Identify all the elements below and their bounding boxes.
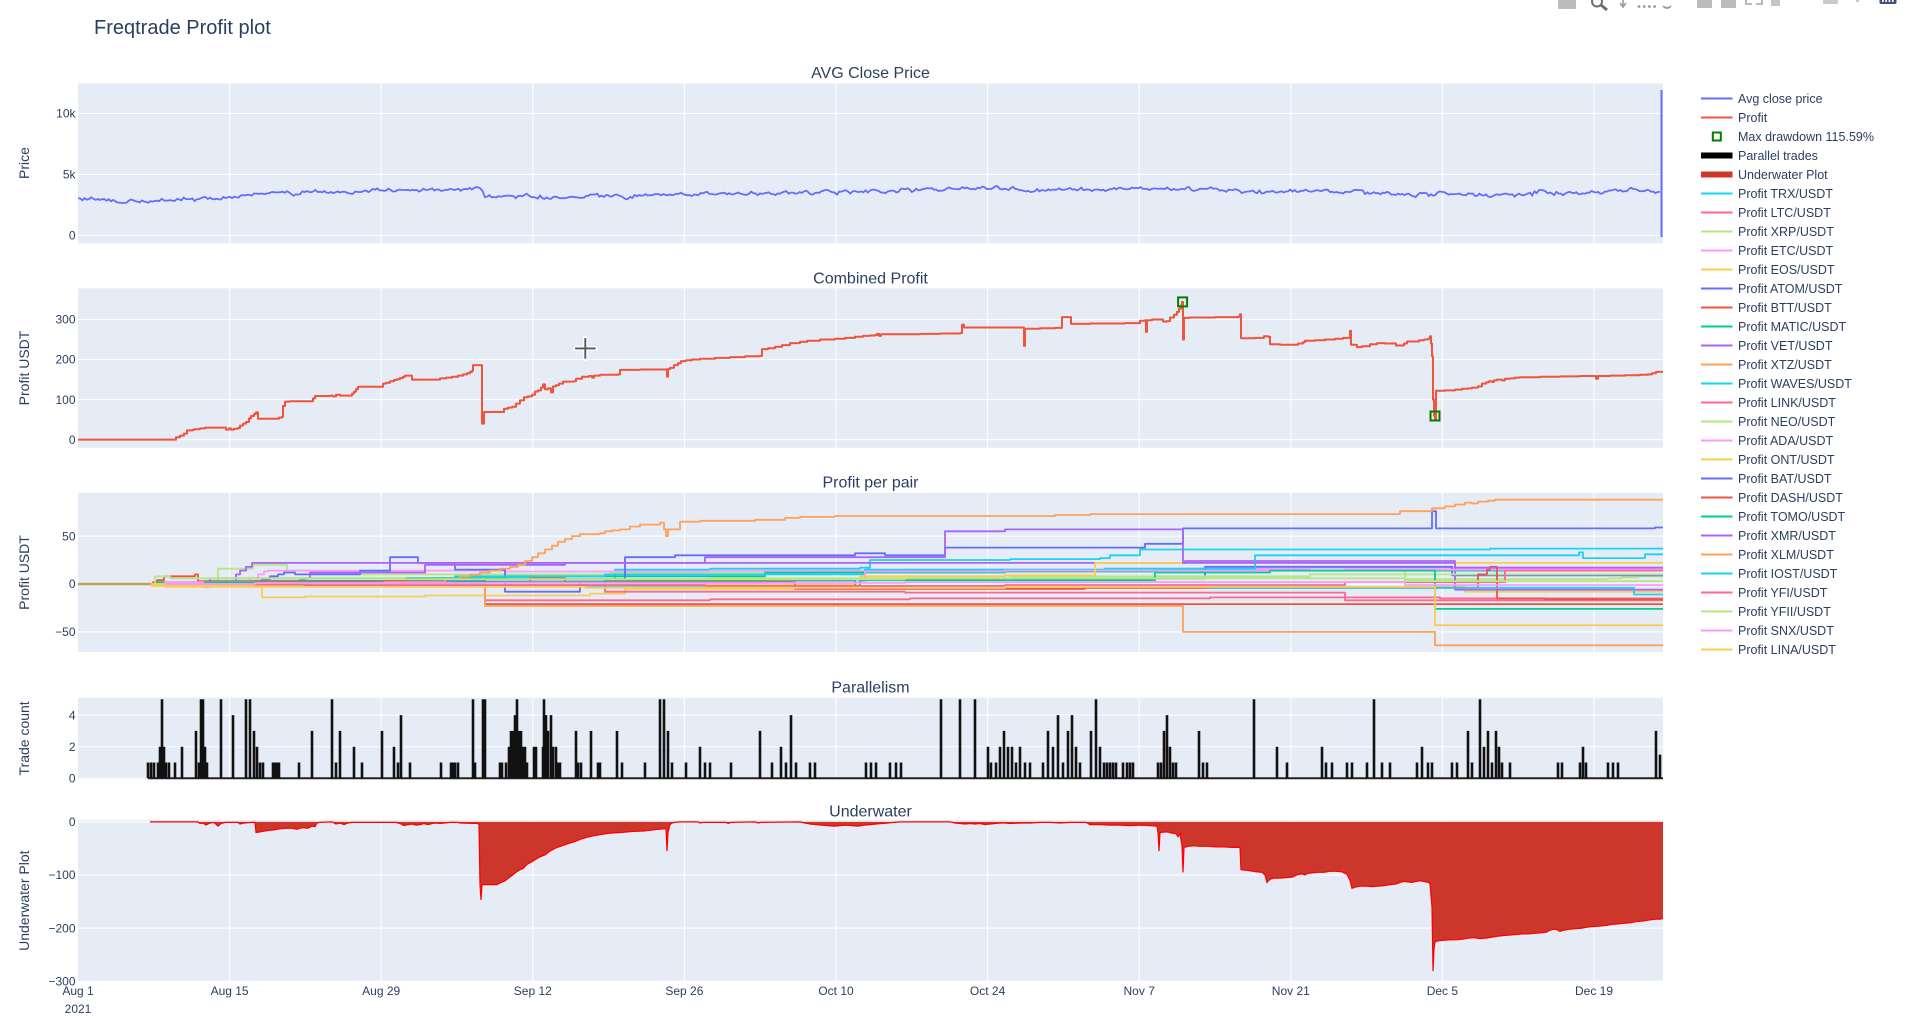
svg-text:Profit TOMO/USDT: Profit TOMO/USDT <box>1738 510 1846 524</box>
svg-text:0: 0 <box>69 815 76 829</box>
svg-text:Aug 15: Aug 15 <box>211 984 249 998</box>
svg-text:Nov 7: Nov 7 <box>1124 984 1156 998</box>
svg-text:Trade count: Trade count <box>16 701 32 775</box>
svg-text:Freqtrade Profit plot: Freqtrade Profit plot <box>94 17 271 39</box>
svg-text:Max drawdown 115.59%: Max drawdown 115.59% <box>1738 130 1874 144</box>
svg-text:2: 2 <box>69 740 76 754</box>
svg-text:Parallelism: Parallelism <box>831 679 909 696</box>
svg-text:Aug 1: Aug 1 <box>62 984 94 998</box>
svg-text:Sep 26: Sep 26 <box>665 984 703 998</box>
svg-text:Profit WAVES/USDT: Profit WAVES/USDT <box>1738 377 1852 391</box>
svg-text:Underwater Plot: Underwater Plot <box>16 850 32 950</box>
svg-text:Profit YFII/USDT: Profit YFII/USDT <box>1738 605 1831 619</box>
svg-text:Profit LINA/USDT: Profit LINA/USDT <box>1738 643 1836 657</box>
svg-text:Profit XMR/USDT: Profit XMR/USDT <box>1738 529 1836 543</box>
svg-text:AVG Close Price: AVG Close Price <box>811 65 930 82</box>
svg-text:Profit MATIC/USDT: Profit MATIC/USDT <box>1738 320 1846 334</box>
svg-text:Profit EOS/USDT: Profit EOS/USDT <box>1738 263 1835 277</box>
svg-text:Profit XTZ/USDT: Profit XTZ/USDT <box>1738 358 1832 372</box>
svg-text:Oct 10: Oct 10 <box>818 984 854 998</box>
svg-text:0: 0 <box>69 433 76 447</box>
svg-text:50: 50 <box>62 529 76 543</box>
svg-text:Profit TRX/USDT: Profit TRX/USDT <box>1738 187 1833 201</box>
svg-text:−300: −300 <box>48 974 75 988</box>
svg-text:Dec 19: Dec 19 <box>1575 984 1613 998</box>
svg-text:Profit SNX/USDT: Profit SNX/USDT <box>1738 624 1834 638</box>
svg-text:0: 0 <box>69 577 76 591</box>
svg-text:Price: Price <box>16 147 32 179</box>
svg-text:0: 0 <box>69 229 76 243</box>
svg-text:−200: −200 <box>48 921 75 935</box>
svg-text:Profit VET/USDT: Profit VET/USDT <box>1738 339 1833 353</box>
svg-text:Combined Profit: Combined Profit <box>813 271 928 288</box>
svg-text:Parallel trades: Parallel trades <box>1738 149 1818 163</box>
svg-text:Avg close price: Avg close price <box>1738 92 1823 106</box>
svg-text:Profit NEO/USDT: Profit NEO/USDT <box>1738 415 1836 429</box>
svg-text:Profit ATOM/USDT: Profit ATOM/USDT <box>1738 282 1843 296</box>
svg-text:Oct 24: Oct 24 <box>970 984 1006 998</box>
svg-text:10k: 10k <box>56 107 76 121</box>
svg-text:5k: 5k <box>63 168 77 182</box>
svg-text:−50: −50 <box>55 625 76 639</box>
svg-text:Profit ETC/USDT: Profit ETC/USDT <box>1738 244 1834 258</box>
svg-text:Profit per pair: Profit per pair <box>822 475 919 492</box>
svg-text:100: 100 <box>55 393 75 407</box>
svg-text:Dec 5: Dec 5 <box>1427 984 1459 998</box>
svg-text:Profit USDT: Profit USDT <box>16 330 32 405</box>
svg-text:Nov 21: Nov 21 <box>1272 984 1310 998</box>
svg-text:Profit ADA/USDT: Profit ADA/USDT <box>1738 434 1834 448</box>
svg-text:0: 0 <box>69 772 76 786</box>
svg-text:Profit IOST/USDT: Profit IOST/USDT <box>1738 567 1838 581</box>
svg-text:Profit: Profit <box>1738 111 1768 125</box>
svg-text:Profit XLM/USDT: Profit XLM/USDT <box>1738 548 1834 562</box>
svg-text:200: 200 <box>55 353 75 367</box>
svg-text:Profit USDT: Profit USDT <box>16 535 32 610</box>
svg-text:Profit ONT/USDT: Profit ONT/USDT <box>1738 453 1835 467</box>
svg-text:2021: 2021 <box>65 1002 92 1016</box>
svg-text:4: 4 <box>69 708 76 722</box>
svg-text:300: 300 <box>55 313 75 327</box>
svg-text:Sep 12: Sep 12 <box>514 984 552 998</box>
svg-text:Profit DASH/USDT: Profit DASH/USDT <box>1738 491 1843 505</box>
svg-text:−100: −100 <box>48 868 75 882</box>
svg-text:Profit BAT/USDT: Profit BAT/USDT <box>1738 472 1832 486</box>
svg-text:Underwater Plot: Underwater Plot <box>1738 168 1828 182</box>
svg-text:Profit BTT/USDT: Profit BTT/USDT <box>1738 301 1832 315</box>
svg-text:Underwater: Underwater <box>829 803 912 820</box>
svg-text:Profit LTC/USDT: Profit LTC/USDT <box>1738 206 1831 220</box>
svg-text:Profit XRP/USDT: Profit XRP/USDT <box>1738 225 1834 239</box>
svg-text:Aug 29: Aug 29 <box>362 984 400 998</box>
svg-text:Profit LINK/USDT: Profit LINK/USDT <box>1738 396 1836 410</box>
svg-text:Profit YFI/USDT: Profit YFI/USDT <box>1738 586 1828 600</box>
